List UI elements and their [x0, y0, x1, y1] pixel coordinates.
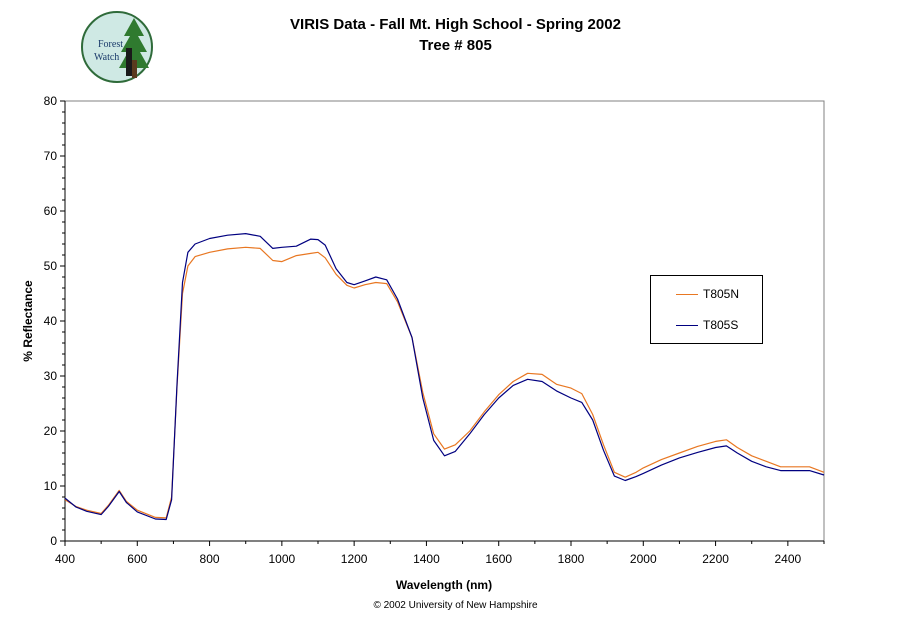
series-line-t805s: [64, 233, 825, 521]
y-tick-label: 20: [44, 424, 58, 438]
forest-watch-logo: Forest Watch: [80, 10, 154, 84]
y-tick-label: 30: [44, 369, 58, 383]
y-tick-label: 50: [44, 259, 58, 273]
x-tick-label: 600: [127, 552, 147, 566]
x-tick-label: 2000: [630, 552, 657, 566]
legend-swatch-t805s: [676, 325, 698, 326]
y-tick-label: 10: [44, 479, 58, 493]
svg-text:Watch: Watch: [94, 52, 119, 63]
legend-swatch-t805n: [676, 294, 698, 295]
y-tick-label: 40: [44, 314, 58, 328]
y-tick-label: 70: [44, 149, 58, 163]
y-tick-label: 80: [44, 94, 58, 108]
legend-item-t805s: T805S: [651, 316, 762, 336]
x-tick-label: 1200: [341, 552, 368, 566]
y-tick-label: 0: [50, 534, 57, 548]
x-tick-label: 1000: [269, 552, 296, 566]
x-axis-label: Wavelength (nm): [396, 578, 492, 592]
chart-title: VIRIS Data - Fall Mt. High School - Spri…: [290, 16, 621, 33]
x-tick-label: 1400: [413, 552, 440, 566]
x-tick-label: 2200: [702, 552, 729, 566]
y-axis-label: % Reflectance: [21, 280, 35, 362]
chart-subtitle: Tree # 805: [419, 37, 492, 54]
legend-item-t805n: T805N: [651, 285, 762, 305]
legend-label-t805s: T805S: [703, 318, 739, 332]
legend: T805N T805S: [650, 275, 763, 344]
x-tick-label: 400: [55, 552, 75, 566]
x-tick-label: 1800: [558, 552, 585, 566]
y-tick-label: 60: [44, 204, 58, 218]
x-tick-label: 800: [200, 552, 220, 566]
legend-label-t805n: T805N: [703, 287, 740, 301]
x-tick-label: 1600: [485, 552, 512, 566]
x-tick-label: 2400: [775, 552, 802, 566]
copyright-footer: © 2002 University of New Hampshire: [373, 600, 538, 611]
svg-text:Forest: Forest: [98, 39, 123, 50]
